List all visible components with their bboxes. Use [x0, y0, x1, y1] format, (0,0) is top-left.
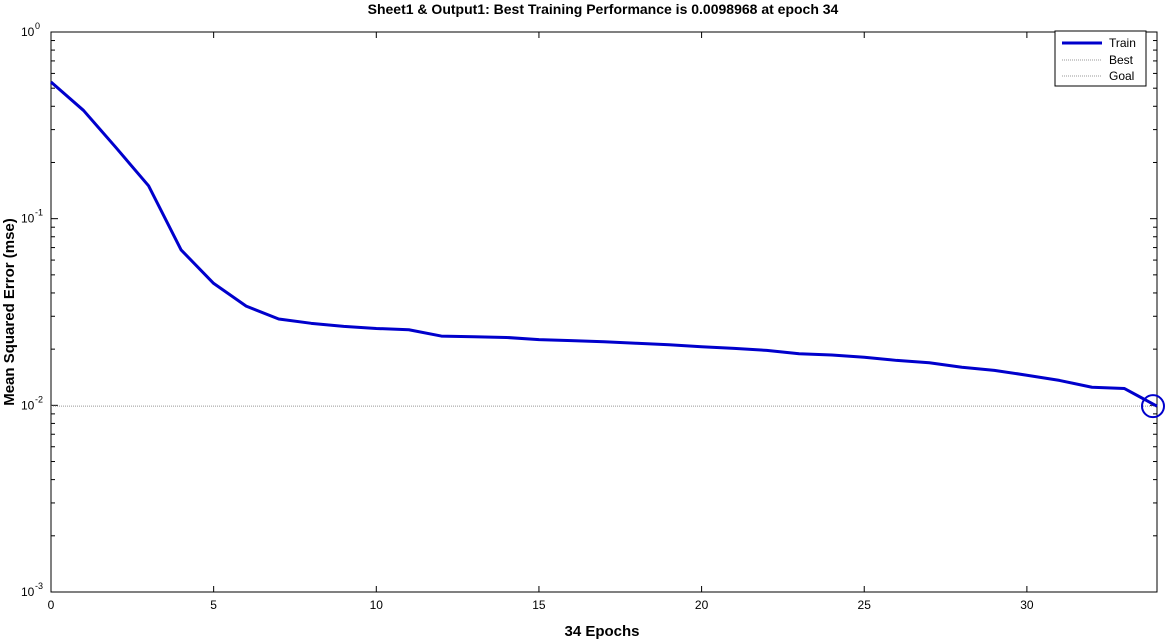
x-axis-label: 34 Epochs	[564, 623, 639, 640]
y-tick-label-base: 10	[21, 212, 35, 226]
chart-title: Sheet1 & Output1: Best Training Performa…	[368, 1, 839, 17]
x-tick-label: 5	[210, 598, 217, 612]
x-axis: 0 5 10 15 20 25 30	[48, 32, 1034, 612]
y-tick-label-exponent: 0	[35, 21, 40, 31]
x-tick-label: 15	[532, 598, 546, 612]
legend-label-goal: Goal	[1109, 69, 1134, 83]
x-tick-label: 20	[695, 598, 709, 612]
x-tick-label: 25	[858, 598, 872, 612]
legend-label-best: Best	[1109, 53, 1134, 67]
legend: Train Best Goal	[1054, 30, 1147, 87]
plot-area	[50, 31, 1158, 593]
x-tick-label: 10	[370, 598, 384, 612]
y-tick-label-exponent: -3	[35, 581, 43, 591]
legend-label-train: Train	[1109, 36, 1136, 50]
best-point-marker	[1141, 394, 1165, 419]
y-tick-label-exponent: -2	[35, 394, 43, 404]
x-tick-label: 30	[1020, 598, 1034, 612]
y-tick-label-base: 10	[21, 398, 35, 412]
legend-box	[1054, 30, 1147, 87]
y-tick-label-base: 10	[21, 25, 35, 39]
series-points-train	[50, 81, 1158, 407]
y-tick-label-exponent: -1	[35, 208, 43, 218]
x-tick-label: 0	[48, 598, 55, 612]
y-tick-label-base: 10	[21, 585, 35, 599]
y-axis-label: Mean Squared Error (mse)	[1, 218, 18, 406]
